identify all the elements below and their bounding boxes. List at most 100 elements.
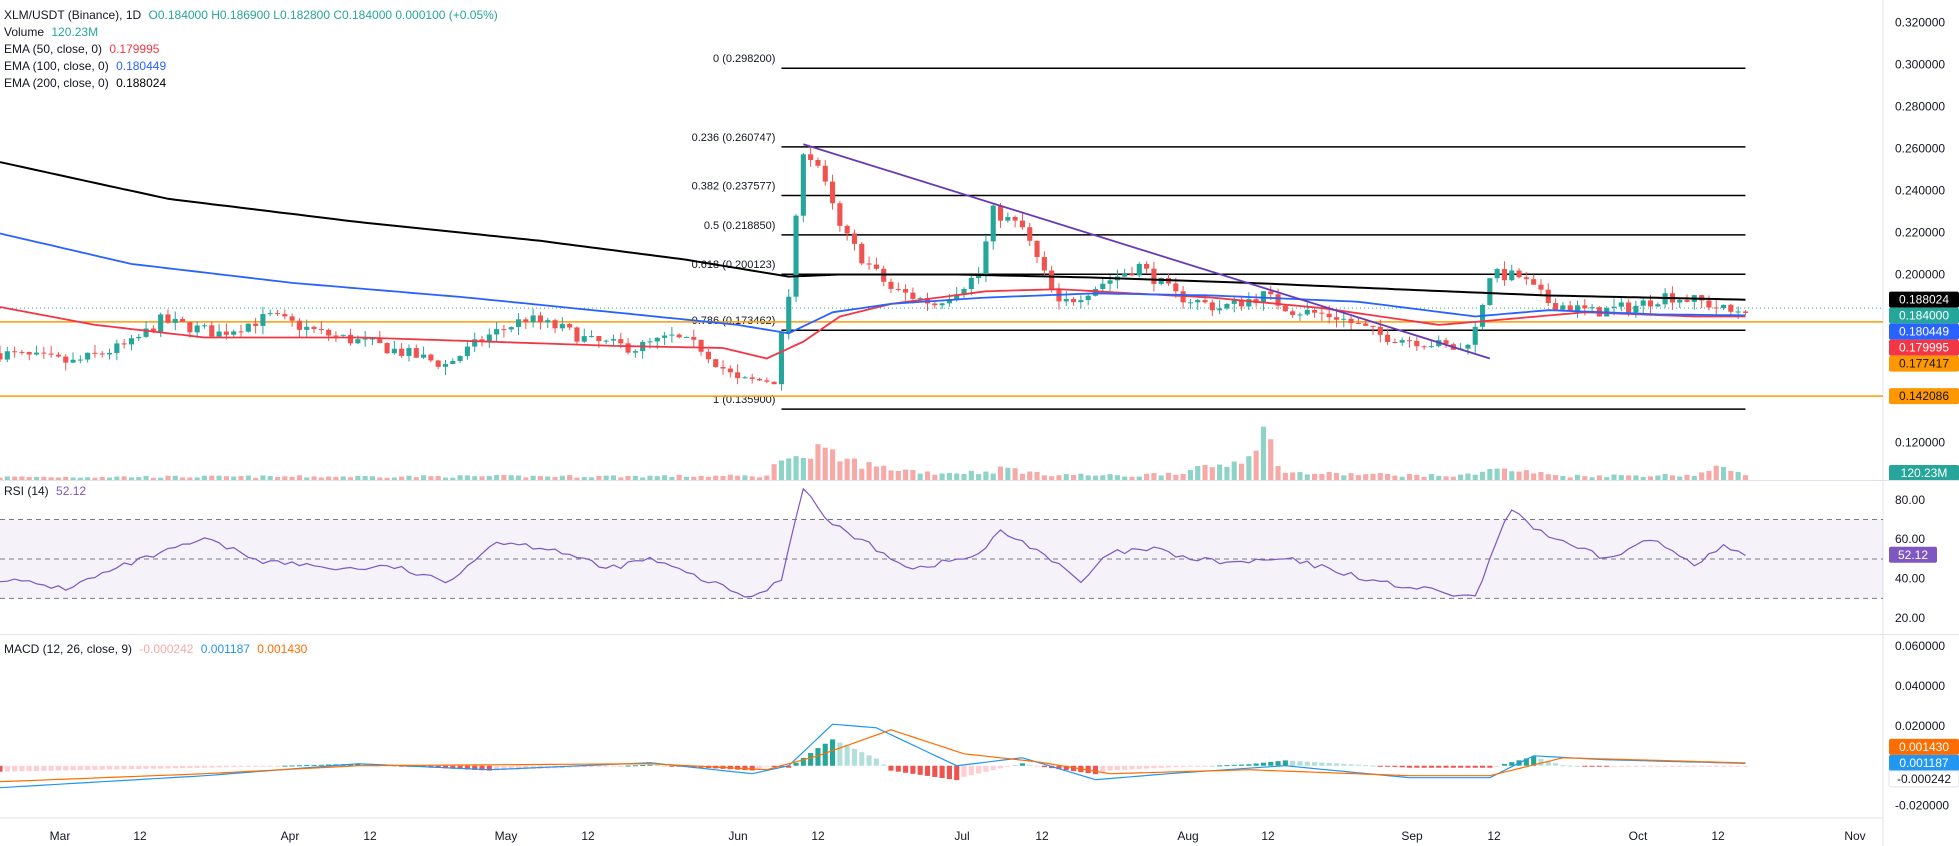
macd-hist-bar [844,745,850,766]
candle-body [494,329,500,335]
candle-body [41,352,47,354]
macd-hist-bar [1406,765,1413,768]
candle-body [866,263,872,265]
macd-hist-bar [1742,765,1749,767]
volume-bar [1472,474,1478,481]
ema100-legend[interactable]: EMA (100, close, 0) 0.180449 [4,59,167,73]
candle-body [391,348,397,354]
candle-body [1071,299,1077,303]
rsi-legend[interactable]: RSI (14) 52.12 [4,484,87,498]
candle-body [106,352,113,355]
macd-hist-bar [1487,765,1493,768]
macd-hist-bar [1611,765,1617,767]
volume-bar [231,476,237,481]
volume-bar [559,475,565,481]
volume-bar [742,475,748,481]
candle-body [406,348,412,356]
pane-separator[interactable] [0,634,1959,635]
macd-hist-bar [1071,765,1077,772]
volume-bar [1319,474,1325,481]
macd-hist-bar [304,765,310,767]
macd-hist-bar [756,765,763,769]
candle-body [1019,220,1025,228]
volume-bar [355,475,361,481]
macd-hist-bar [143,765,149,769]
volume-bar [924,471,931,481]
macd-badge [1888,770,1959,788]
volume-bar [676,474,682,481]
volume-bar [55,477,61,481]
volume-bar [435,476,441,481]
macd-hist-bar [355,763,361,766]
ema200-legend[interactable]: EMA (200, close, 0) 0.188024 [4,76,167,90]
candle-body [859,243,865,264]
volume-bar [567,475,573,481]
volume-bar [92,477,98,481]
macd-hist-bar [1574,765,1581,767]
volume-bar [1282,472,1288,481]
candle-body [1465,344,1471,349]
macd-hist-bar [1655,765,1661,767]
candle-body [33,352,40,355]
volume-bar [1684,474,1690,481]
price-badge [1889,388,1959,405]
macd-hist-bar [501,765,507,771]
macd-hist-bar [778,765,784,768]
candle-body [976,274,982,279]
volume-bar [377,477,383,481]
volume-legend[interactable]: Volume 120.23M [4,25,99,39]
macd-hist-bar [822,743,828,766]
candle-body [1027,227,1033,241]
volume-bar [1538,472,1544,481]
volume-bar [851,458,858,481]
candle-body [501,329,507,331]
pane-separator[interactable] [0,480,1959,481]
price-badge [1889,307,1959,324]
macd-hist-bar [903,765,909,773]
candle-body [1333,317,1340,320]
volume-bar [1107,474,1113,481]
macd-hist-bar [1604,765,1610,767]
macd-hist-bar [1282,760,1288,766]
y-tick-label: 0.300000 [1895,57,1945,71]
volume-bar [1238,463,1245,481]
candle-body [618,339,624,344]
symbol-title[interactable]: XLM/USDT (Binance), 1D [4,8,142,22]
macd-hist-bar [260,765,266,767]
volume-bar [1260,426,1267,481]
macd-legend[interactable]: MACD (12, 26, close, 9) -0.000242 0.0011… [4,642,308,656]
candle-body [588,336,595,338]
macd-hist-bar [1012,765,1018,767]
ema100-line [0,232,1746,335]
macd-hist-bar [1531,756,1537,766]
volume-bar [873,466,879,481]
candle-body [764,380,770,382]
y-tick-label: 0.280000 [1895,99,1945,113]
candle-body [1487,278,1493,305]
candle-body [1209,302,1215,311]
volume-bar [917,473,923,481]
fib-level-label: 0 (0.298200) [713,53,775,65]
candle-body [472,339,478,347]
volume-bar [859,468,865,481]
volume-bar [822,447,828,481]
macd-badge [1889,738,1959,755]
volume-bar [881,465,887,481]
rsi-line [0,487,1746,598]
candle-body [450,360,456,365]
candle-body [552,320,558,329]
volume-bar [421,475,427,481]
ema50-legend[interactable]: EMA (50, close, 0) 0.179995 [4,42,160,56]
candle-body [910,292,916,299]
volume-bar [1034,471,1040,481]
rsi-tick-label: 20.00 [1895,611,1925,625]
volume-bar [289,476,295,481]
macd-hist-bar [1706,765,1712,767]
volume-bar [1604,477,1610,481]
candle-body [961,289,967,295]
macd-hist-bar [1312,762,1318,766]
macd-hist-bar [1348,764,1354,766]
volume-bar [1428,473,1434,481]
volume-bar [391,477,397,481]
